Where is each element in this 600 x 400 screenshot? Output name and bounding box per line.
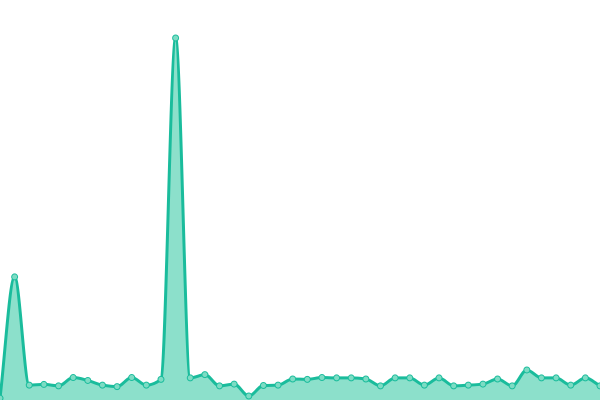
data-point-7 — [98, 381, 106, 389]
data-point-9 — [128, 374, 136, 382]
data-point-22 — [318, 374, 326, 382]
data-point-20 — [289, 375, 297, 383]
data-point-16 — [230, 380, 238, 388]
data-point-32 — [464, 381, 472, 389]
series-area — [0, 38, 600, 400]
data-point-23 — [333, 374, 341, 382]
data-point-28 — [406, 374, 414, 382]
data-point-36 — [523, 366, 531, 374]
series-line — [0, 36, 600, 399]
data-point-14 — [201, 371, 209, 379]
data-point-21 — [303, 375, 311, 383]
data-point-19 — [274, 381, 282, 389]
data-point-3 — [40, 380, 48, 388]
data-point-24 — [347, 374, 355, 382]
data-point-18 — [259, 382, 267, 390]
data-point-25 — [362, 375, 370, 383]
data-point-2 — [25, 381, 33, 389]
data-point-39 — [567, 381, 575, 389]
data-point-17 — [245, 392, 253, 400]
data-point-5 — [69, 374, 77, 382]
data-point-38 — [552, 374, 560, 382]
data-point-37 — [537, 374, 545, 382]
data-point-13 — [186, 374, 194, 382]
data-point-10 — [142, 381, 150, 389]
data-point-1 — [11, 273, 19, 281]
data-point-35 — [508, 382, 516, 390]
data-points — [0, 34, 600, 400]
data-point-11 — [157, 375, 165, 383]
data-point-27 — [391, 374, 399, 382]
data-point-29 — [420, 381, 428, 389]
data-point-6 — [84, 376, 92, 384]
data-point-34 — [494, 375, 502, 383]
data-point-4 — [55, 382, 63, 390]
data-point-26 — [376, 382, 384, 390]
data-point-12 — [172, 34, 180, 42]
data-point-40 — [581, 374, 589, 382]
data-point-41 — [596, 382, 600, 390]
data-point-0 — [0, 394, 4, 400]
data-point-15 — [216, 382, 224, 390]
data-point-30 — [435, 374, 443, 382]
data-point-8 — [113, 383, 121, 391]
data-point-33 — [479, 380, 487, 388]
data-point-31 — [450, 382, 458, 390]
